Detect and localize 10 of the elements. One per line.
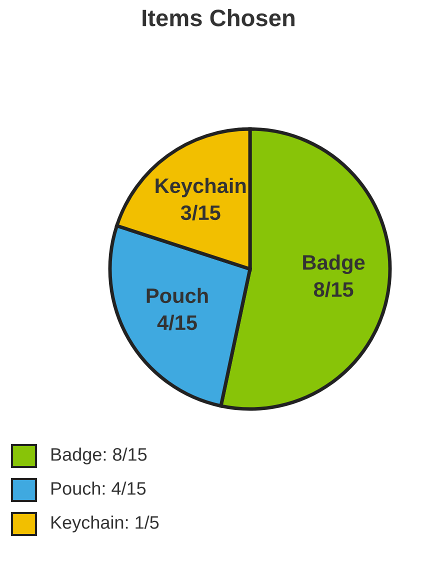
slice-label: Keychain	[156, 178, 246, 198]
text: Badge: 8/15	[51, 448, 147, 464]
chart-title: Items Chosen	[142, 8, 294, 26]
data-label: 4/15	[157, 314, 197, 330]
data-label: 8/15	[314, 282, 354, 298]
slice-label: Pouch	[146, 288, 208, 304]
text: Keychain: 1/5	[51, 516, 159, 532]
data-label: 3/15	[180, 204, 220, 220]
slice-label: Badge	[303, 254, 365, 274]
text: Pouch: 4/15	[51, 482, 146, 495]
